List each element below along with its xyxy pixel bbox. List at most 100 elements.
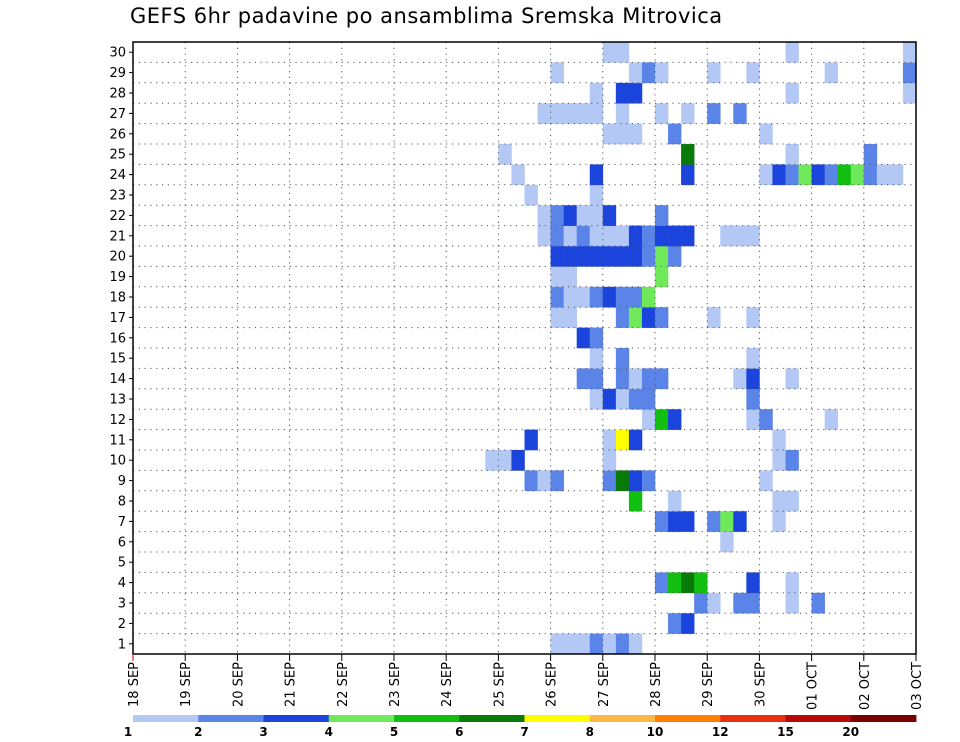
precip-cell: [655, 368, 669, 390]
legend-swatch: [459, 715, 525, 722]
precip-cell: [615, 348, 630, 369]
precip-cell: [602, 42, 617, 63]
precip-cell: [785, 164, 799, 186]
precip-cell: [902, 82, 917, 104]
precip-cell: [641, 368, 656, 390]
precip-cell: [785, 572, 799, 594]
precip-cell: [589, 103, 604, 124]
legend-label: 5: [390, 725, 398, 739]
precip-cell: [641, 409, 656, 430]
precip-cell: [563, 246, 577, 267]
precip-cell: [576, 225, 591, 247]
precip-cell: [759, 123, 773, 145]
precip-cell: [524, 470, 538, 492]
precip-cell: [681, 613, 695, 634]
x-tick-label: 30 SEP: [753, 662, 768, 707]
precip-cell: [772, 511, 786, 532]
precip-cell: [655, 572, 669, 594]
precip-cell: [824, 62, 838, 84]
precip-cell: [628, 633, 643, 655]
precip-cell: [850, 164, 865, 186]
precip-cell: [668, 490, 682, 512]
precip-cell: [511, 164, 525, 186]
precip-cell: [628, 246, 643, 267]
x-tick-label: 29 SEP: [701, 662, 716, 707]
legend-swatch: [524, 715, 591, 722]
precip-cell: [641, 307, 656, 328]
precip-cell: [733, 225, 747, 247]
precip-cell: [668, 409, 682, 430]
precip-cell: [537, 103, 551, 124]
precip-cell: [576, 327, 591, 349]
precip-cell: [772, 450, 786, 471]
precip-cell: [615, 470, 630, 492]
precip-cell: [563, 286, 577, 308]
y-tick-label: 13: [109, 393, 126, 408]
precip-cell: [589, 348, 604, 369]
precip-cell: [746, 409, 760, 430]
precip-cell: [602, 429, 617, 451]
y-tick-label: 18: [109, 291, 126, 306]
legend-label: 4: [325, 725, 333, 739]
y-tick-label: 14: [109, 372, 126, 387]
precip-cell: [576, 368, 591, 390]
precip-cell: [902, 42, 917, 63]
y-tick-label: 25: [109, 148, 126, 163]
precip-cell: [550, 103, 564, 124]
x-tick-label: 21 SEP: [284, 662, 299, 707]
x-tick-label: 02 OCT: [858, 662, 873, 710]
precip-cell: [602, 205, 617, 226]
x-tick-label: 23 SEP: [388, 662, 403, 707]
y-tick-label: 4: [118, 576, 126, 591]
precip-cell: [550, 225, 564, 247]
y-tick-label: 1: [118, 637, 126, 652]
legend-swatch: [394, 715, 460, 722]
precip-cell: [576, 246, 591, 267]
precip-cell: [589, 388, 604, 410]
precip-cell: [655, 205, 669, 226]
precip-cell: [498, 450, 512, 471]
precip-cell: [576, 103, 591, 124]
legend-swatch: [328, 715, 395, 722]
y-tick-label: 12: [109, 413, 126, 428]
x-tick-label: 03 OCT: [910, 662, 925, 710]
precip-cell: [785, 490, 799, 512]
precip-cell: [785, 42, 799, 63]
precip-cell: [615, 42, 630, 63]
precip-cell: [668, 572, 682, 594]
cells-layer: [485, 42, 917, 655]
legend-swatch: [785, 715, 852, 722]
precip-cell: [641, 246, 656, 267]
precip-cell: [746, 368, 760, 390]
precip-cell: [746, 388, 760, 410]
y-tick-label: 11: [109, 433, 126, 448]
precip-cell: [524, 184, 538, 206]
legend-label: 10: [647, 725, 664, 739]
precip-cell: [889, 164, 904, 186]
precip-cell: [641, 62, 656, 84]
precip-cell: [655, 307, 669, 328]
legend-swatch: [133, 715, 199, 722]
y-tick-label: 21: [109, 229, 126, 244]
precip-cell: [863, 164, 878, 186]
precip-cell: [720, 511, 734, 532]
x-tick-label: 24 SEP: [440, 662, 455, 707]
legend-swatch: [850, 715, 917, 722]
y-tick-label: 3: [118, 597, 126, 612]
precip-cell: [668, 225, 682, 247]
x-tick-label: 20 SEP: [231, 662, 246, 707]
precip-cell: [811, 592, 825, 614]
y-tick-label: 23: [109, 189, 126, 204]
x-tick-label: 28 SEP: [649, 662, 664, 707]
precip-cell: [733, 103, 747, 124]
precip-cell: [694, 572, 708, 594]
y-tick-label: 20: [109, 250, 126, 265]
legend-label: 20: [842, 725, 859, 739]
precip-cell: [602, 388, 617, 410]
chart-title: GEFS 6hr padavine po ansamblima Sremska …: [130, 4, 723, 28]
precip-cell: [641, 225, 656, 247]
precip-cell: [628, 429, 643, 451]
precip-cell: [863, 144, 878, 165]
precip-cell: [498, 144, 512, 165]
